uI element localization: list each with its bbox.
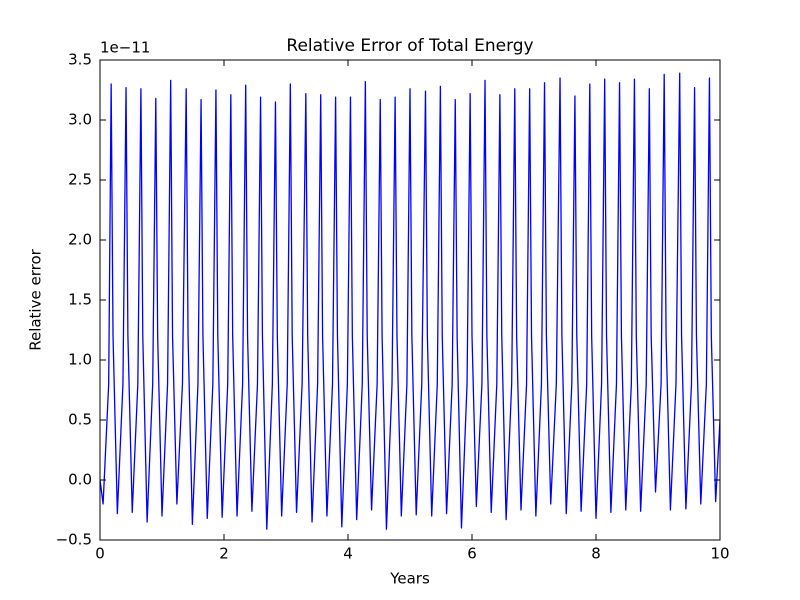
y-tick-label: 1.0 <box>68 351 92 369</box>
x-tick-label: 4 <box>343 545 353 563</box>
y-tick-label: 3.0 <box>68 111 92 129</box>
y-tick-label: 0.0 <box>68 471 92 489</box>
y-tick-label: 0.5 <box>68 411 92 429</box>
data-line <box>100 72 720 530</box>
y-tick-label: 2.0 <box>68 231 92 249</box>
y-axis-label: Relative error <box>27 248 45 350</box>
chart-title: Relative Error of Total Energy <box>286 36 533 56</box>
x-tick-label: 2 <box>219 545 229 563</box>
y-tick-label: 1.5 <box>68 291 92 309</box>
y-tick-label: 2.5 <box>68 171 92 189</box>
y-offset-text: 1e−11 <box>100 39 150 57</box>
x-tick-label: 6 <box>467 545 477 563</box>
x-axis-label: Years <box>389 570 430 588</box>
x-tick-label: 0 <box>95 545 105 563</box>
y-tick-label: −0.5 <box>56 531 92 549</box>
y-tick-label: 3.5 <box>68 51 92 69</box>
x-tick-label: 8 <box>591 545 601 563</box>
plot-frame <box>99 59 721 541</box>
x-tick-label: 10 <box>710 545 729 563</box>
